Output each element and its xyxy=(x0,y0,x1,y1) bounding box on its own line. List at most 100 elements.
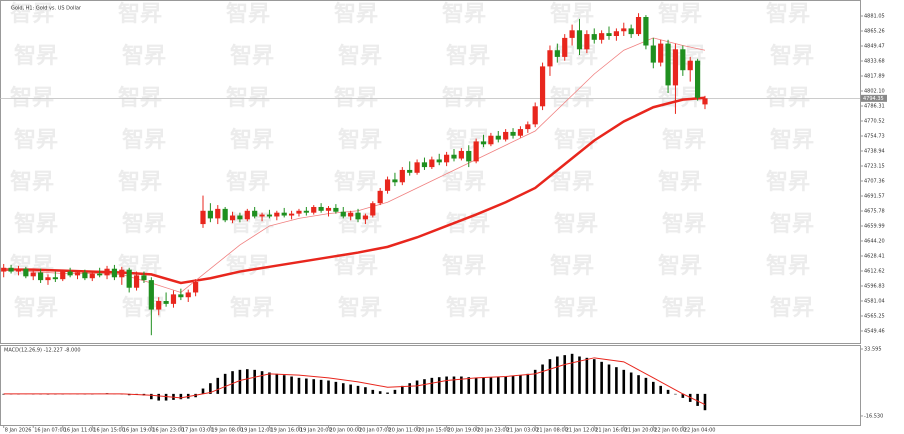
macd-bar xyxy=(526,373,530,394)
watermark: 智昇 xyxy=(230,43,274,69)
candle-body xyxy=(333,207,339,212)
y-tick-label: 4770.52 xyxy=(864,118,885,124)
candle-body xyxy=(576,30,583,50)
candle-body xyxy=(591,34,597,40)
x-tick-label: 20 Jan 11:00 xyxy=(389,428,421,434)
candle-body xyxy=(613,31,619,37)
macd-bar xyxy=(703,393,707,411)
candle-body xyxy=(562,37,568,57)
macd-bar xyxy=(467,377,471,394)
y-tick-label: 33.595 xyxy=(864,347,882,353)
candle-body xyxy=(694,60,701,98)
macd-bar xyxy=(386,392,389,394)
macd-bar xyxy=(674,393,677,395)
macd-bar xyxy=(600,361,603,394)
watermark: 智昇 xyxy=(14,127,58,153)
y-tick-label: 4675.78 xyxy=(864,208,885,214)
candle-body xyxy=(458,150,464,159)
candle-body xyxy=(569,30,575,38)
macd-bar xyxy=(423,379,426,394)
macd-bar xyxy=(615,367,618,394)
watermark: 智昇 xyxy=(766,1,810,27)
x-tick-label: 19 Jan 16:00 xyxy=(270,428,302,434)
macd-bar xyxy=(659,385,662,394)
watermark: 智昇 xyxy=(550,253,594,279)
watermark: 智昇 xyxy=(10,169,54,195)
watermark: 智昇 xyxy=(770,295,814,321)
macd-bar xyxy=(408,383,411,394)
macd-title: MACD(12,26,9) -12.227 -8.000 xyxy=(4,348,81,354)
candle-body xyxy=(503,131,509,140)
macd-bar xyxy=(556,356,559,394)
macd-bar xyxy=(592,359,596,394)
macd-bar xyxy=(290,376,293,394)
macd-bar xyxy=(201,388,205,394)
macd-bar xyxy=(452,376,456,394)
candle-body xyxy=(281,212,287,216)
watermark: 智昇 xyxy=(658,169,702,195)
macd-bar xyxy=(519,375,522,394)
candle-body xyxy=(126,269,132,288)
candle-body xyxy=(650,45,656,63)
watermark: 智昇 xyxy=(662,211,706,237)
macd-bar xyxy=(216,377,220,394)
y-tick-label: 4596.83 xyxy=(864,283,885,289)
x-tick-label: 21 Jan 12:00 xyxy=(566,428,598,434)
candle-body xyxy=(517,129,524,136)
candle-body xyxy=(421,162,428,168)
candle-body xyxy=(67,271,73,276)
macd-bar xyxy=(629,372,633,394)
y-tick-label: 4817.89 xyxy=(864,73,885,79)
y-tick-label: 4581.04 xyxy=(864,298,885,304)
candle-body xyxy=(104,268,110,276)
candle-body xyxy=(111,268,118,278)
macd-bar xyxy=(179,393,183,400)
watermark: 智昇 xyxy=(770,211,814,237)
macd-bar xyxy=(511,375,515,394)
candle-body xyxy=(392,179,398,183)
x-tick-label: 16 Jan 11:00 xyxy=(64,428,96,434)
macd-bar xyxy=(489,377,493,394)
watermark: 智昇 xyxy=(334,85,378,111)
watermark: 智昇 xyxy=(338,127,382,153)
macd-bar xyxy=(223,373,227,394)
candle-body xyxy=(362,215,369,220)
watermark: 智昇 xyxy=(226,253,270,279)
candle-body xyxy=(52,277,58,280)
x-tick-label: 16 Jan 07:00 xyxy=(34,428,66,434)
watermark: 智昇 xyxy=(334,1,378,27)
watermark: 智昇 xyxy=(14,211,58,237)
candle-body xyxy=(680,49,686,71)
watermark: 智昇 xyxy=(554,43,598,69)
candle-body xyxy=(133,275,140,288)
candle-body xyxy=(178,294,184,298)
last-price-label: 4794.35 xyxy=(863,96,884,102)
watermark: 智昇 xyxy=(226,85,270,111)
candle-body xyxy=(82,272,88,279)
macd-bar xyxy=(349,384,352,394)
candle-body xyxy=(318,206,324,211)
candle-body xyxy=(229,215,236,221)
candle-body xyxy=(510,131,516,136)
watermark: 智昇 xyxy=(122,43,166,69)
x-tick-label: 20 Jan 00:00 xyxy=(329,428,361,434)
x-tick-label: 21 Jan 03:00 xyxy=(507,428,539,434)
macd-bar xyxy=(430,377,434,394)
candle-body xyxy=(621,28,627,32)
x-tick-label: 8 Jan 2026 xyxy=(5,428,32,434)
candle-body xyxy=(340,211,346,217)
macd-bar xyxy=(356,385,360,394)
macd-bar xyxy=(474,377,478,394)
macd-bar xyxy=(570,353,574,394)
watermark: 智昇 xyxy=(658,253,702,279)
y-tick-label: 4802.10 xyxy=(864,88,885,94)
candle-body xyxy=(635,17,642,35)
candle-body xyxy=(473,141,479,162)
macd-bar xyxy=(401,385,404,394)
watermark: 智昇 xyxy=(338,43,382,69)
candle-body xyxy=(311,206,317,213)
candle-body xyxy=(303,210,309,213)
macd-bar xyxy=(334,381,338,394)
